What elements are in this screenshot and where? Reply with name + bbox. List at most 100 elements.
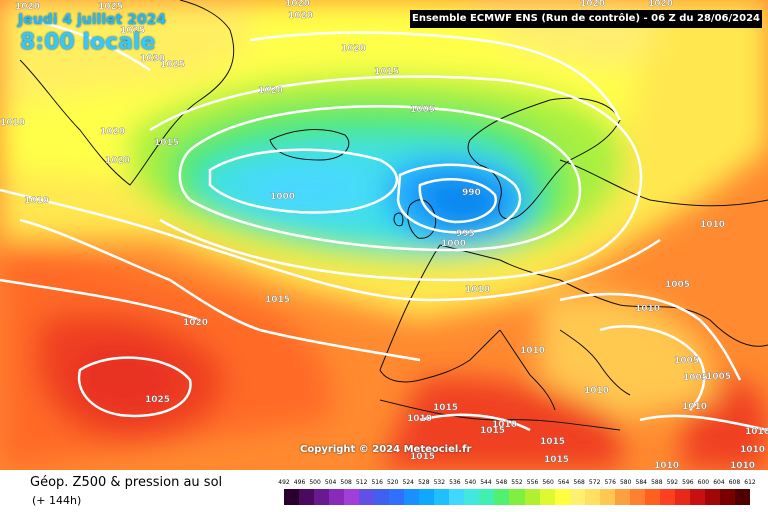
isobar-label: 1010: [635, 304, 660, 314]
scale-swatch: [329, 489, 345, 505]
isobar-label: 1005: [665, 280, 690, 290]
scale-label: 600: [697, 479, 710, 486]
isobar-label: 1005: [683, 373, 708, 383]
scale-label: 536: [449, 479, 461, 486]
isobar-label: 1010: [24, 196, 49, 206]
isobar-label: 1010: [465, 285, 490, 295]
isobar-label: 1010: [407, 414, 432, 424]
isobar-label: 1010: [584, 386, 609, 396]
scale-label: 520: [386, 479, 399, 486]
isobar-label: 1015: [265, 295, 290, 305]
scale-swatch: [689, 489, 705, 505]
isobar-label: 1020: [100, 127, 125, 137]
isobar-label: 1015: [433, 403, 458, 413]
isobar-label: 1000: [270, 192, 295, 202]
isobar-label: 1000: [441, 239, 466, 249]
scale-swatch: [494, 489, 510, 505]
isobar-label: 995: [456, 229, 475, 239]
scale-swatch: [644, 489, 660, 505]
scale-swatch: [674, 489, 690, 505]
isobar-label: 1005: [674, 356, 699, 366]
scale-label: 532: [433, 479, 446, 486]
scale-label: 596: [682, 479, 694, 486]
isobar-label: 1020: [648, 0, 673, 9]
isobar-label: 1010: [520, 346, 545, 356]
isobar-label: 1010: [0, 118, 25, 128]
scale-swatch: [404, 489, 420, 505]
scale-swatch: [389, 489, 405, 505]
scale-label: 608: [728, 479, 741, 486]
scale-swatch: [479, 489, 495, 505]
isobar-label: 1015: [410, 452, 435, 462]
scale-label: 512: [355, 479, 368, 486]
isobar-label: 1020: [258, 86, 283, 96]
scale-swatch: [299, 489, 315, 505]
scale-label: 500: [309, 479, 321, 486]
scale-label: 552: [511, 479, 523, 486]
scale-swatch: [374, 489, 390, 505]
footer-legend: Géop. Z500 & pression au sol (+ 144h) 49…: [0, 470, 768, 512]
isobar-label: 1010: [730, 461, 755, 470]
scale-swatch: [659, 489, 675, 505]
scale-label: 524: [402, 479, 414, 486]
map-title: Géop. Z500 & pression au sol: [30, 475, 223, 490]
isobar-label: 1020: [580, 0, 605, 9]
scale-label: 572: [588, 479, 601, 486]
color-scale-labels: 492 496 500 504 508 512 516 520 524 528 532 536 540 5…: [278, 479, 756, 487]
scale-label: 544: [480, 479, 492, 486]
isobar-label: 1015: [374, 67, 399, 77]
isobar-label: 1005: [706, 372, 731, 382]
scale-swatch: [554, 489, 570, 505]
isobar-label: 1015: [480, 426, 505, 436]
isobar-label: 1030: [140, 54, 165, 64]
scale-swatch: [734, 489, 750, 505]
scale-label: 560: [542, 479, 554, 486]
scale-label: 548: [495, 479, 508, 486]
scale-label: 508: [340, 479, 352, 486]
scale-swatch: [539, 489, 555, 505]
scale-swatch: [599, 489, 615, 505]
isobar-label: 1025: [160, 60, 185, 70]
isobar-label: 1015: [540, 437, 565, 447]
scale-swatch: [449, 489, 465, 505]
scale-label: 496: [293, 479, 306, 486]
isobar-label: 1020: [288, 11, 313, 21]
scale-swatch: [704, 489, 720, 505]
scale-swatch: [584, 489, 600, 505]
isobar-label: 1010: [654, 461, 679, 470]
scale-swatch: [359, 489, 375, 505]
scale-label: 528: [418, 479, 430, 486]
scale-swatch: [614, 489, 630, 505]
copyright-notice: Copyright © 2024 Meteociel.fr: [300, 444, 472, 455]
scale-swatch: [434, 489, 450, 505]
scale-swatch: [569, 489, 585, 505]
scale-label: 576: [604, 479, 616, 486]
scale-label: 584: [635, 479, 647, 486]
scale-swatch: [719, 489, 735, 505]
isobar-label: 1020: [341, 44, 366, 54]
isobar-label: 1010: [492, 420, 517, 430]
isobar-label: 990: [462, 188, 481, 198]
scale-swatch: [419, 489, 435, 505]
isobar-label: 1010: [745, 427, 768, 437]
isobar-label: 1025: [145, 395, 170, 405]
scale-label: 540: [464, 479, 477, 486]
scale-label: 556: [526, 479, 539, 486]
isobar-label: 1015: [154, 138, 179, 148]
isobar-labels: 1020 1025 1020 1020 1025 1030 1025 1020 …: [0, 0, 768, 470]
scale-label: 604: [713, 479, 725, 486]
color-scale-bar: [284, 489, 750, 505]
scale-label: 592: [666, 479, 679, 486]
scale-label: 612: [744, 479, 756, 486]
isobar-label: 1025: [98, 2, 123, 12]
coastlines: [19, 0, 768, 431]
scale-label: 580: [619, 479, 632, 486]
forecast-offset: (+ 144h): [32, 494, 82, 507]
isobar-label: 1020: [15, 2, 40, 12]
scale-label: 504: [324, 479, 337, 486]
isobar-label: 1010: [682, 402, 707, 412]
isobar-label: 1020: [183, 318, 208, 328]
model-run-banner: Ensemble ECMWF ENS (Run de contrôle) - 0…: [410, 10, 762, 28]
isobar-label: 1020: [285, 0, 310, 9]
scale-swatch: [344, 489, 360, 505]
